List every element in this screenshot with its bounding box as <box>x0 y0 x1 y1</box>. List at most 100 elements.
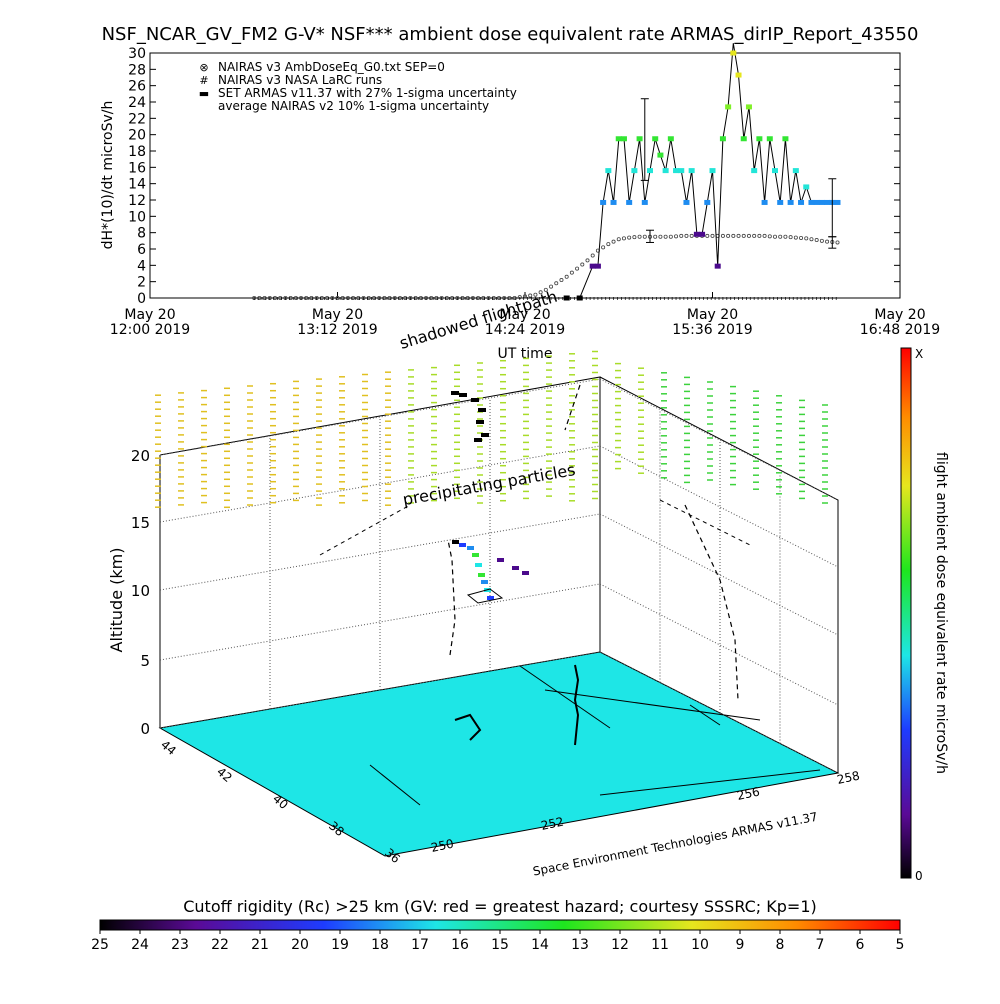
legend-entry: NAIRAS v3 AmbDoseEq_G0.txt SEP=0 <box>218 60 445 74</box>
lat-tick-label: 44 <box>158 738 179 759</box>
flight-point <box>478 573 485 577</box>
armas-point <box>626 199 633 205</box>
grid-line-side <box>599 651 839 774</box>
armas-point <box>792 168 799 174</box>
armas-point <box>576 295 583 301</box>
armas-point <box>704 199 711 205</box>
y-tick-label: 16 <box>128 160 146 176</box>
armas-point <box>740 136 747 142</box>
nairas-point <box>793 235 798 240</box>
x-tick-label-time: 16:48 2019 <box>860 322 940 338</box>
colorbar-tick-label: 20 <box>291 937 309 953</box>
armas-point <box>594 263 601 269</box>
top-series-layer <box>252 43 841 301</box>
grid-line-back <box>159 651 601 729</box>
bottom-colorbar <box>99 919 901 931</box>
grid-line-side <box>599 513 839 636</box>
flight-point <box>512 566 519 570</box>
legend-entry: average NAIRAS v2 10% 1-sigma uncertaint… <box>218 99 489 113</box>
nairas-point <box>543 287 548 292</box>
colorbar-tick-label: 21 <box>251 937 269 953</box>
nairas-point <box>564 274 569 279</box>
z-tick-label: 20 <box>131 447 150 465</box>
grid-line-side <box>599 583 839 706</box>
armas-point <box>719 136 726 142</box>
nairas-point <box>528 293 533 298</box>
nairas-point <box>575 266 580 271</box>
aircraft-marker <box>466 588 504 604</box>
nairas-point <box>773 234 778 239</box>
grid-3d <box>159 378 839 774</box>
armas-point <box>803 184 810 190</box>
nairas-point <box>658 234 663 239</box>
colorbar-tick-label: 10 <box>691 937 709 953</box>
legend-entry: SET ARMAS v11.37 with 27% 1-sigma uncert… <box>218 86 517 100</box>
nairas-point <box>580 262 585 267</box>
nairas-point <box>601 245 606 250</box>
x-tick-label-date: May 20 <box>499 307 550 323</box>
legend-symbol: ▬ <box>199 87 209 100</box>
armas-point <box>808 199 815 205</box>
nairas-point <box>799 235 804 240</box>
flight-point <box>475 563 482 567</box>
armas-point <box>631 168 638 174</box>
nairas-point <box>632 235 637 240</box>
y-tick-label: 14 <box>128 177 146 193</box>
colorbar-tick-label: 15 <box>491 937 509 953</box>
armas-point <box>641 199 648 205</box>
nairas-point <box>549 284 554 289</box>
armas-point <box>589 263 596 269</box>
flight-point-high <box>474 438 482 442</box>
armas-flight-path <box>319 384 751 701</box>
nairas-point <box>611 239 616 244</box>
armas-point <box>636 136 643 142</box>
colorbar-tick-label: 8 <box>776 937 785 953</box>
figure-title: NSF_NCAR_GV_FM2 G-V* NSF*** ambient dose… <box>102 24 919 45</box>
nairas-point <box>778 234 783 239</box>
colorbar-tick-label: 19 <box>331 937 349 953</box>
nairas-point <box>804 236 809 241</box>
armas-point <box>730 50 737 56</box>
flight-point <box>467 546 474 550</box>
x-tick-label-time: 13:12 2019 <box>297 322 377 338</box>
colorbar-tick-label: 24 <box>131 937 149 953</box>
nairas-point <box>788 235 793 240</box>
flight-point <box>472 553 479 557</box>
lon-tick-label: 250 <box>430 836 455 854</box>
x-tick-label-date: May 20 <box>124 307 175 323</box>
z-tick-label: 10 <box>131 582 150 600</box>
colorbar-tick-label: 13 <box>571 937 589 953</box>
y-tick-label: 10 <box>128 209 146 225</box>
armas-point <box>683 199 690 205</box>
nairas-point <box>663 234 668 239</box>
armas-point <box>688 168 695 174</box>
y-tick-label: 2 <box>137 275 146 291</box>
flight-dashed-path <box>447 384 581 656</box>
nairas-point <box>825 239 830 244</box>
nairas-point <box>616 237 621 242</box>
right-colorbar-bottom-label: 0 <box>915 869 923 883</box>
nairas-point <box>538 290 543 295</box>
nairas-point <box>559 278 564 283</box>
armas-point <box>751 168 758 174</box>
z-tick-label: 5 <box>140 652 150 670</box>
armas-point <box>620 136 627 142</box>
y-tick-label: 0 <box>137 291 146 307</box>
flight-point-high <box>451 391 459 395</box>
flight-dashed-path <box>684 504 739 701</box>
armas-point <box>699 231 706 237</box>
nairas-point <box>762 233 767 238</box>
x-tick-label-time: 14:24 2019 <box>485 322 565 338</box>
nairas-point <box>674 234 679 239</box>
grid-line-back <box>159 378 601 456</box>
nairas-point <box>757 233 762 238</box>
nairas-point <box>726 233 731 238</box>
nairas-point <box>746 233 751 238</box>
armas-point <box>563 295 570 301</box>
lon-tick-label: 252 <box>540 814 565 832</box>
colorbar-tick-label: 16 <box>451 937 469 953</box>
colorbar-tick-label: 22 <box>211 937 229 953</box>
armas-point <box>798 199 805 205</box>
armas-point <box>787 199 794 205</box>
